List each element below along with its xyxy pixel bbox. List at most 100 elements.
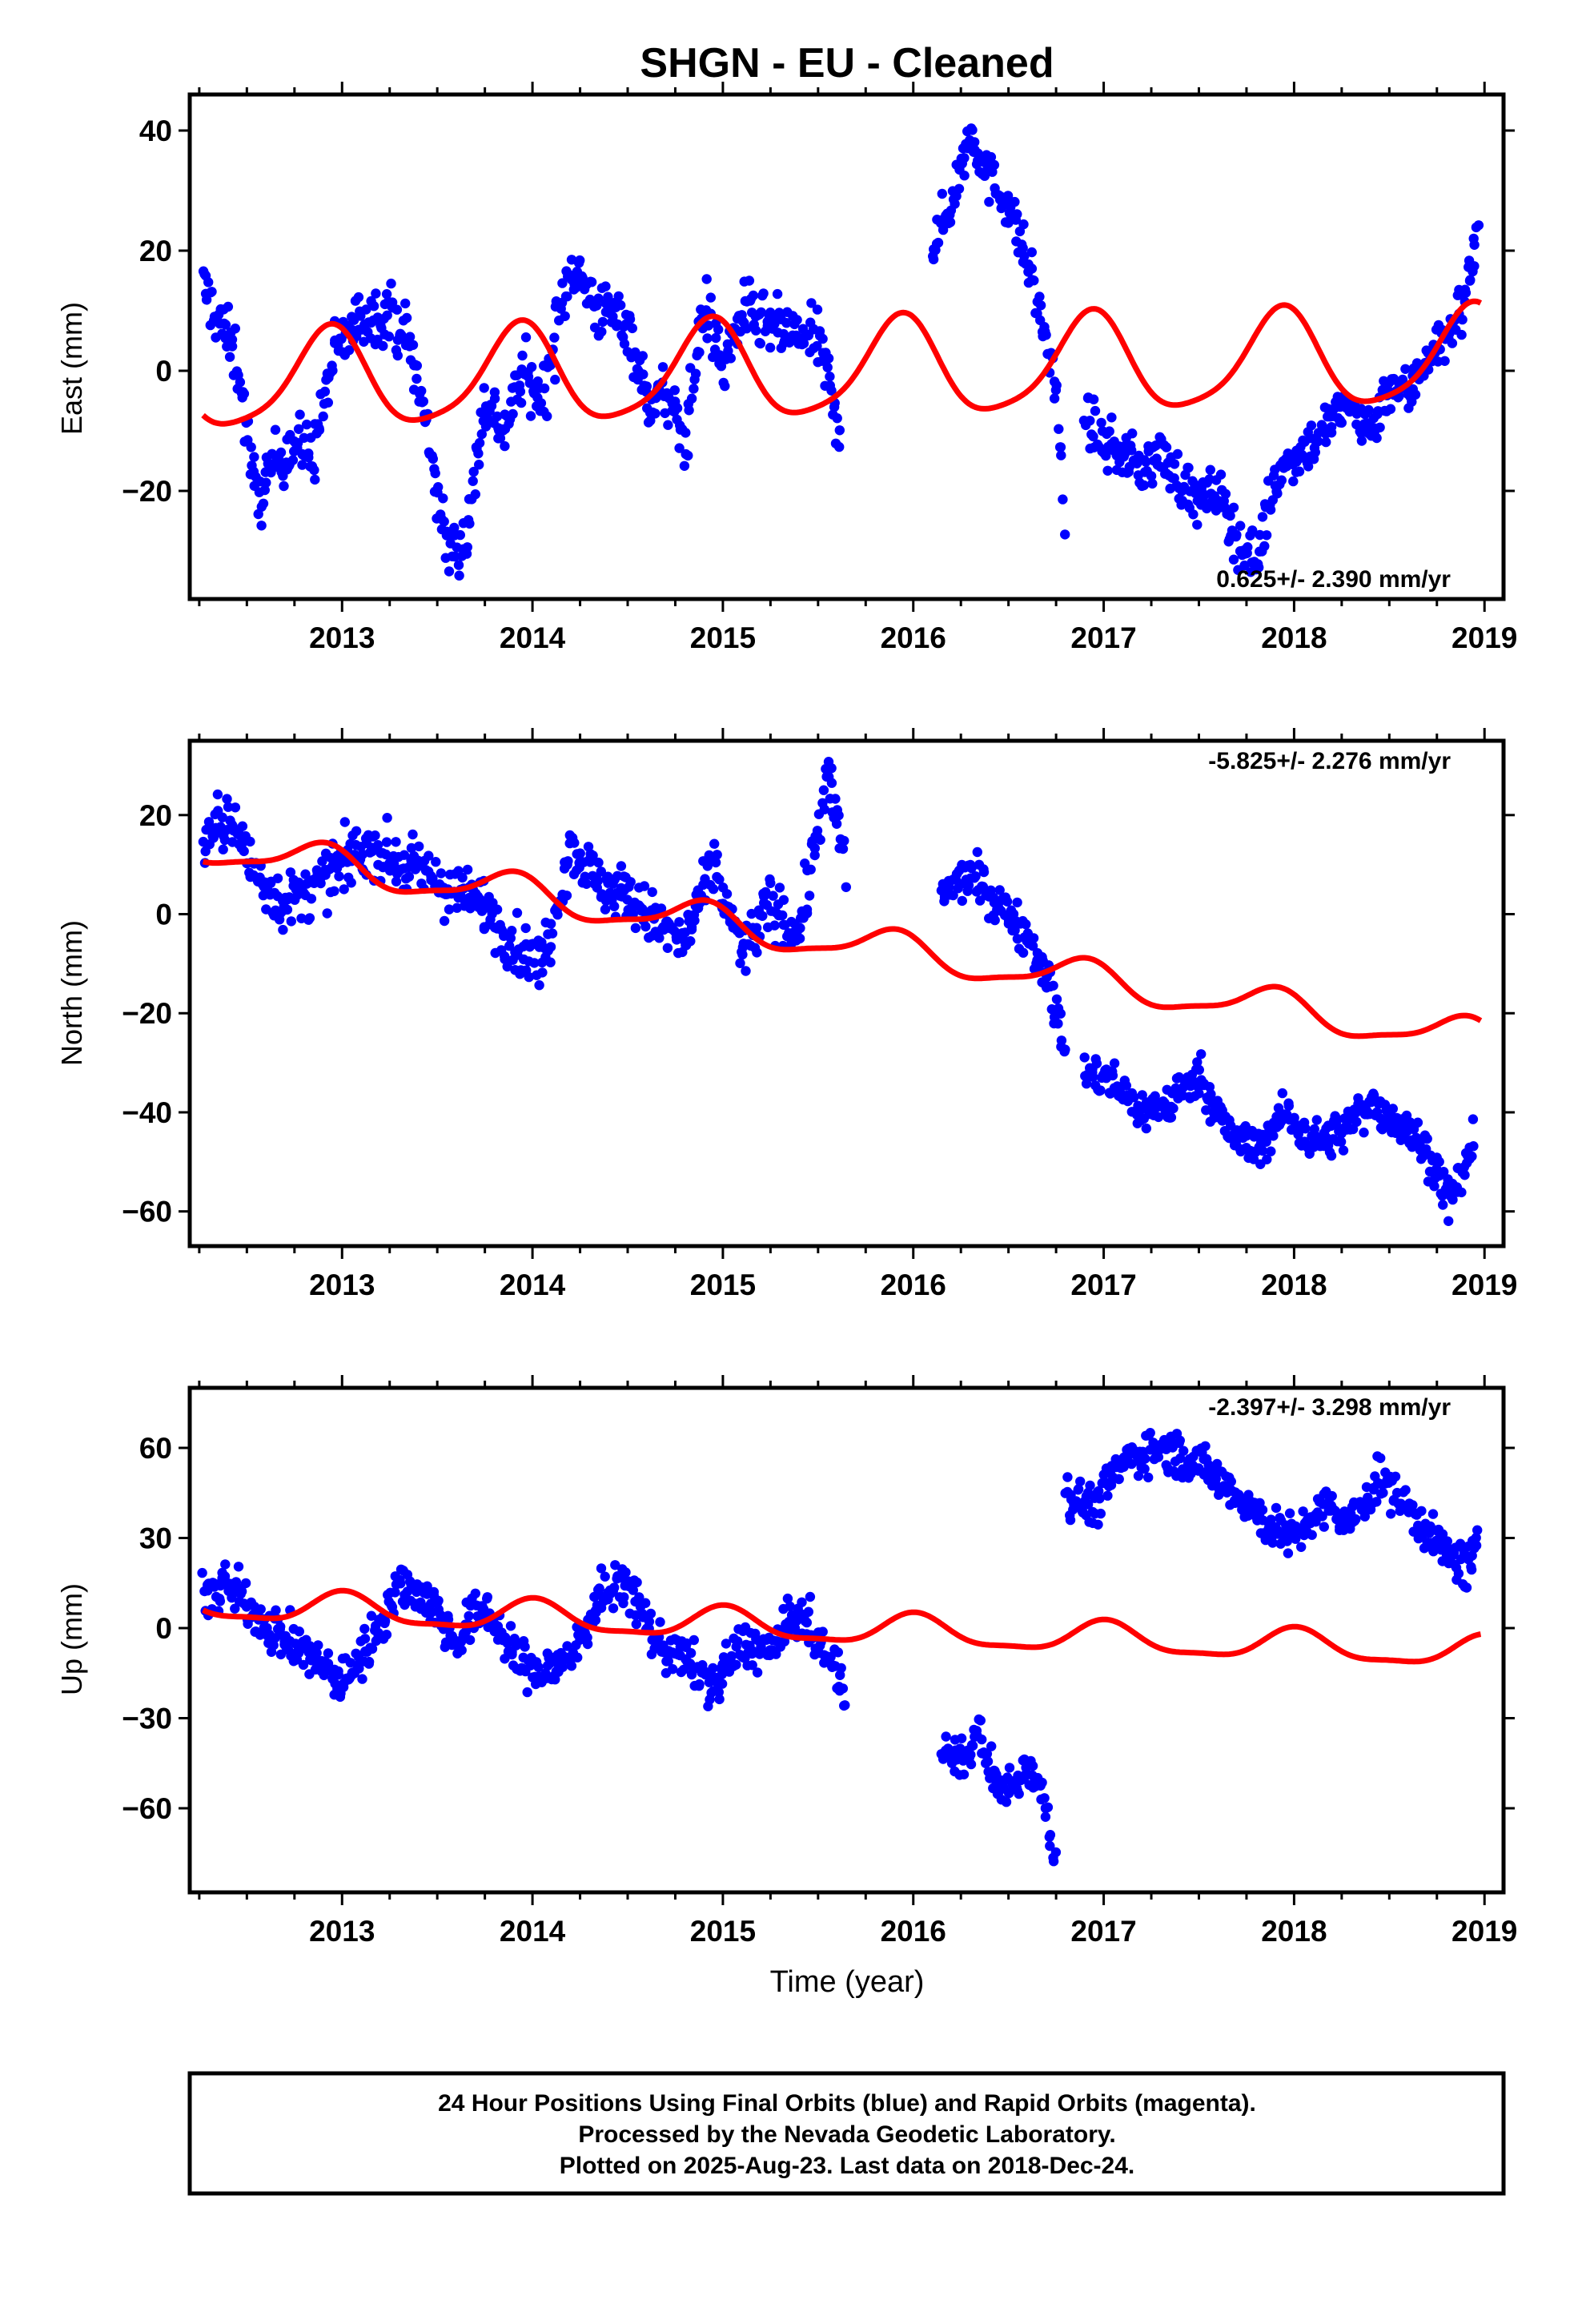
north-data-point (804, 891, 815, 901)
north-data-point (306, 894, 317, 904)
east-panel: East (mm) 40 20 0 −20 2013 2014 2015 2016 2017 20… (55, 82, 1517, 654)
east-data-point (275, 447, 287, 458)
up-data-point (1082, 1499, 1094, 1510)
up-data-point (986, 1741, 997, 1751)
north-data-point (1309, 1124, 1320, 1135)
east-data-point (798, 338, 809, 349)
north-data-point (944, 882, 954, 893)
east-data-point (517, 350, 528, 361)
north-data-point (593, 857, 604, 868)
north-data-point (322, 908, 332, 919)
east-data-point (586, 277, 597, 287)
east-data-point (681, 428, 691, 438)
east-data-point (1019, 251, 1030, 261)
up-data-point (982, 1748, 993, 1759)
east-data-point (1265, 505, 1276, 515)
north-data-point (654, 933, 665, 943)
up-data-point (731, 1659, 741, 1670)
up-data-point (1040, 1811, 1051, 1822)
east-ytick-label: 20 (139, 235, 172, 267)
up-data-point (1472, 1525, 1483, 1535)
east-data-point (772, 288, 783, 300)
up-data-point (714, 1694, 725, 1705)
east-data-point (638, 369, 648, 380)
up-data-point (197, 1567, 207, 1578)
north-data-point (431, 857, 441, 867)
up-data-point (1039, 1793, 1050, 1803)
up-data-point (1094, 1494, 1105, 1504)
east-data-point (650, 408, 661, 419)
north-data-point (304, 913, 315, 923)
north-data-point (609, 901, 620, 911)
north-data-point (1326, 1151, 1337, 1161)
east-data-point (608, 312, 618, 322)
east-data-point (1465, 275, 1476, 285)
up-data-point (1114, 1474, 1124, 1485)
up-data-point (1378, 1487, 1388, 1498)
north-data-point (569, 838, 580, 848)
up-data-point (520, 1642, 530, 1652)
north-data-point (990, 915, 1000, 926)
north-data-point (285, 867, 296, 878)
east-data-point (1326, 428, 1337, 438)
east-data-point (1385, 404, 1396, 414)
north-data-point (414, 841, 424, 852)
east-data-point (549, 332, 560, 343)
north-data-point (1289, 1113, 1299, 1124)
north-data-point (769, 920, 780, 931)
up-data-point (645, 1608, 656, 1619)
up-data-point (956, 1733, 967, 1743)
east-data-point (515, 386, 526, 397)
east-data-point (596, 327, 607, 337)
north-data-point (809, 850, 820, 861)
north-data-point (833, 810, 844, 821)
north-data-point (819, 804, 829, 814)
up-data-point (837, 1683, 849, 1694)
north-data-point (1456, 1187, 1467, 1198)
up-data-point (609, 1582, 620, 1593)
north-data-point (1192, 1057, 1203, 1068)
up-data-point (1106, 1480, 1117, 1490)
east-data-point (279, 480, 289, 492)
up-data-point (1283, 1548, 1294, 1558)
up-data-point (305, 1641, 315, 1651)
north-data-point (721, 889, 733, 899)
north-data-point (391, 876, 402, 887)
up-data-point (313, 1640, 323, 1651)
east-data-layer (198, 123, 1484, 581)
up-data-point (1140, 1454, 1150, 1464)
north-data-point (1283, 1098, 1294, 1108)
up-data-point (1093, 1519, 1103, 1530)
up-data-point (785, 1601, 795, 1612)
north-ytick-label: 20 (139, 799, 172, 832)
north-data-point (529, 958, 540, 968)
east-data-point (224, 352, 235, 362)
north-data-point (534, 980, 544, 991)
up-data-point (797, 1597, 807, 1608)
east-data-point (545, 360, 556, 371)
east-data-point (368, 301, 379, 312)
east-data-point (814, 326, 825, 336)
east-data-point (258, 498, 269, 509)
up-data-point (1296, 1542, 1307, 1553)
north-data-point (1429, 1181, 1439, 1192)
east-data-point (1188, 509, 1199, 520)
east-data-point (694, 347, 705, 358)
north-data-point (685, 936, 696, 947)
north-data-point (575, 848, 585, 858)
up-data-point (1471, 1540, 1482, 1551)
east-data-point (301, 419, 312, 430)
north-data-point (219, 834, 231, 846)
up-data-point (1371, 1497, 1382, 1507)
north-data-point (237, 821, 248, 831)
north-model-fit-line (202, 839, 1483, 1039)
north-data-point (552, 910, 563, 920)
up-ytick-label: −60 (122, 1792, 172, 1825)
up-data-point (803, 1606, 813, 1617)
east-data-point (1272, 489, 1283, 499)
north-data-point (1079, 1052, 1090, 1063)
north-data-point (616, 861, 627, 871)
north-data-point (1109, 1058, 1120, 1068)
up-data-point (634, 1592, 644, 1602)
